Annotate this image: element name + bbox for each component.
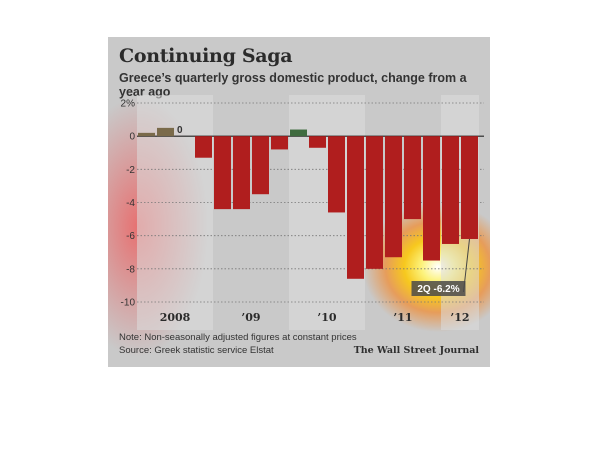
bar xyxy=(290,129,307,137)
bar xyxy=(138,132,155,137)
y-tick-label: -4 xyxy=(126,198,135,209)
bar xyxy=(385,136,402,258)
chart-source: Source: Greek statistic service Elstat xyxy=(119,345,274,356)
bar xyxy=(271,136,288,150)
bar xyxy=(404,136,421,220)
bar xyxy=(309,136,326,148)
y-tick-label: 2% xyxy=(121,99,136,110)
bar xyxy=(423,136,440,261)
publisher-credit: The Wall Street Journal xyxy=(353,345,479,356)
x-year-label: ’12 xyxy=(450,311,469,324)
annotation-label: 2Q -6.2% xyxy=(417,284,459,295)
bar xyxy=(347,136,364,279)
bar-chart: 2% 0 -2 -4 -6 -8 -10 0 2008 ’09 ’10 ’11 ’12 2Q -6.2% xyxy=(121,95,484,330)
bar xyxy=(328,136,345,213)
chart-panel: Continuing Saga Greece’s quarterly gross… xyxy=(108,37,490,367)
y-tick-label: 0 xyxy=(129,132,135,143)
bar xyxy=(157,127,174,137)
bar xyxy=(252,136,269,195)
bar xyxy=(366,136,383,269)
bar xyxy=(461,136,478,239)
zero-value-label: 0 xyxy=(177,125,183,136)
bar xyxy=(214,136,231,210)
y-tick-label: -10 xyxy=(121,298,136,309)
x-year-label: ’11 xyxy=(393,311,412,324)
y-tick-label: -6 xyxy=(126,231,135,242)
annotation-box xyxy=(411,281,466,296)
x-year-label: 2008 xyxy=(160,311,191,324)
bar xyxy=(442,136,459,244)
chart-title: Continuing Saga xyxy=(119,45,293,67)
y-tick-label: -2 xyxy=(126,165,135,176)
y-tick-label: -8 xyxy=(126,264,135,275)
bar xyxy=(233,136,250,210)
chart-note: Note: Non-seasonally adjusted figures at… xyxy=(119,332,357,343)
x-year-label: ’10 xyxy=(317,311,336,324)
year-band xyxy=(137,95,213,330)
bar xyxy=(195,136,212,158)
x-year-label: ’09 xyxy=(241,311,260,324)
